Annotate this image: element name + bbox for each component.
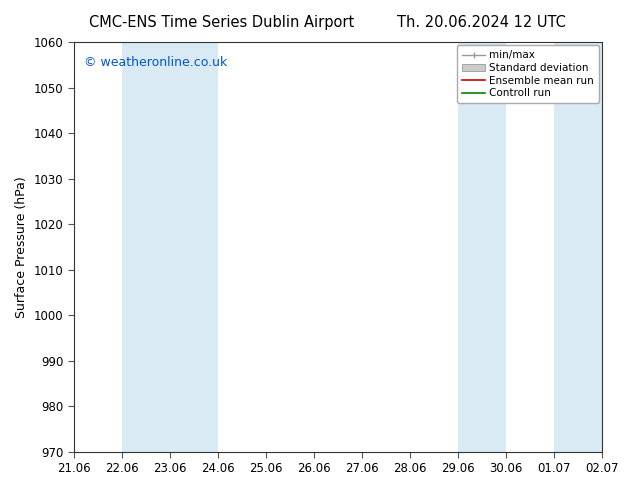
- Text: CMC-ENS Time Series Dublin Airport: CMC-ENS Time Series Dublin Airport: [89, 15, 354, 30]
- Text: © weatheronline.co.uk: © weatheronline.co.uk: [84, 56, 228, 70]
- Y-axis label: Surface Pressure (hPa): Surface Pressure (hPa): [15, 176, 28, 318]
- Bar: [554, 42, 626, 452]
- Legend: min/max, Standard deviation, Ensemble mean run, Controll run: min/max, Standard deviation, Ensemble me…: [457, 45, 599, 103]
- Bar: [122, 42, 218, 452]
- Bar: [458, 42, 506, 452]
- Text: Th. 20.06.2024 12 UTC: Th. 20.06.2024 12 UTC: [398, 15, 566, 30]
